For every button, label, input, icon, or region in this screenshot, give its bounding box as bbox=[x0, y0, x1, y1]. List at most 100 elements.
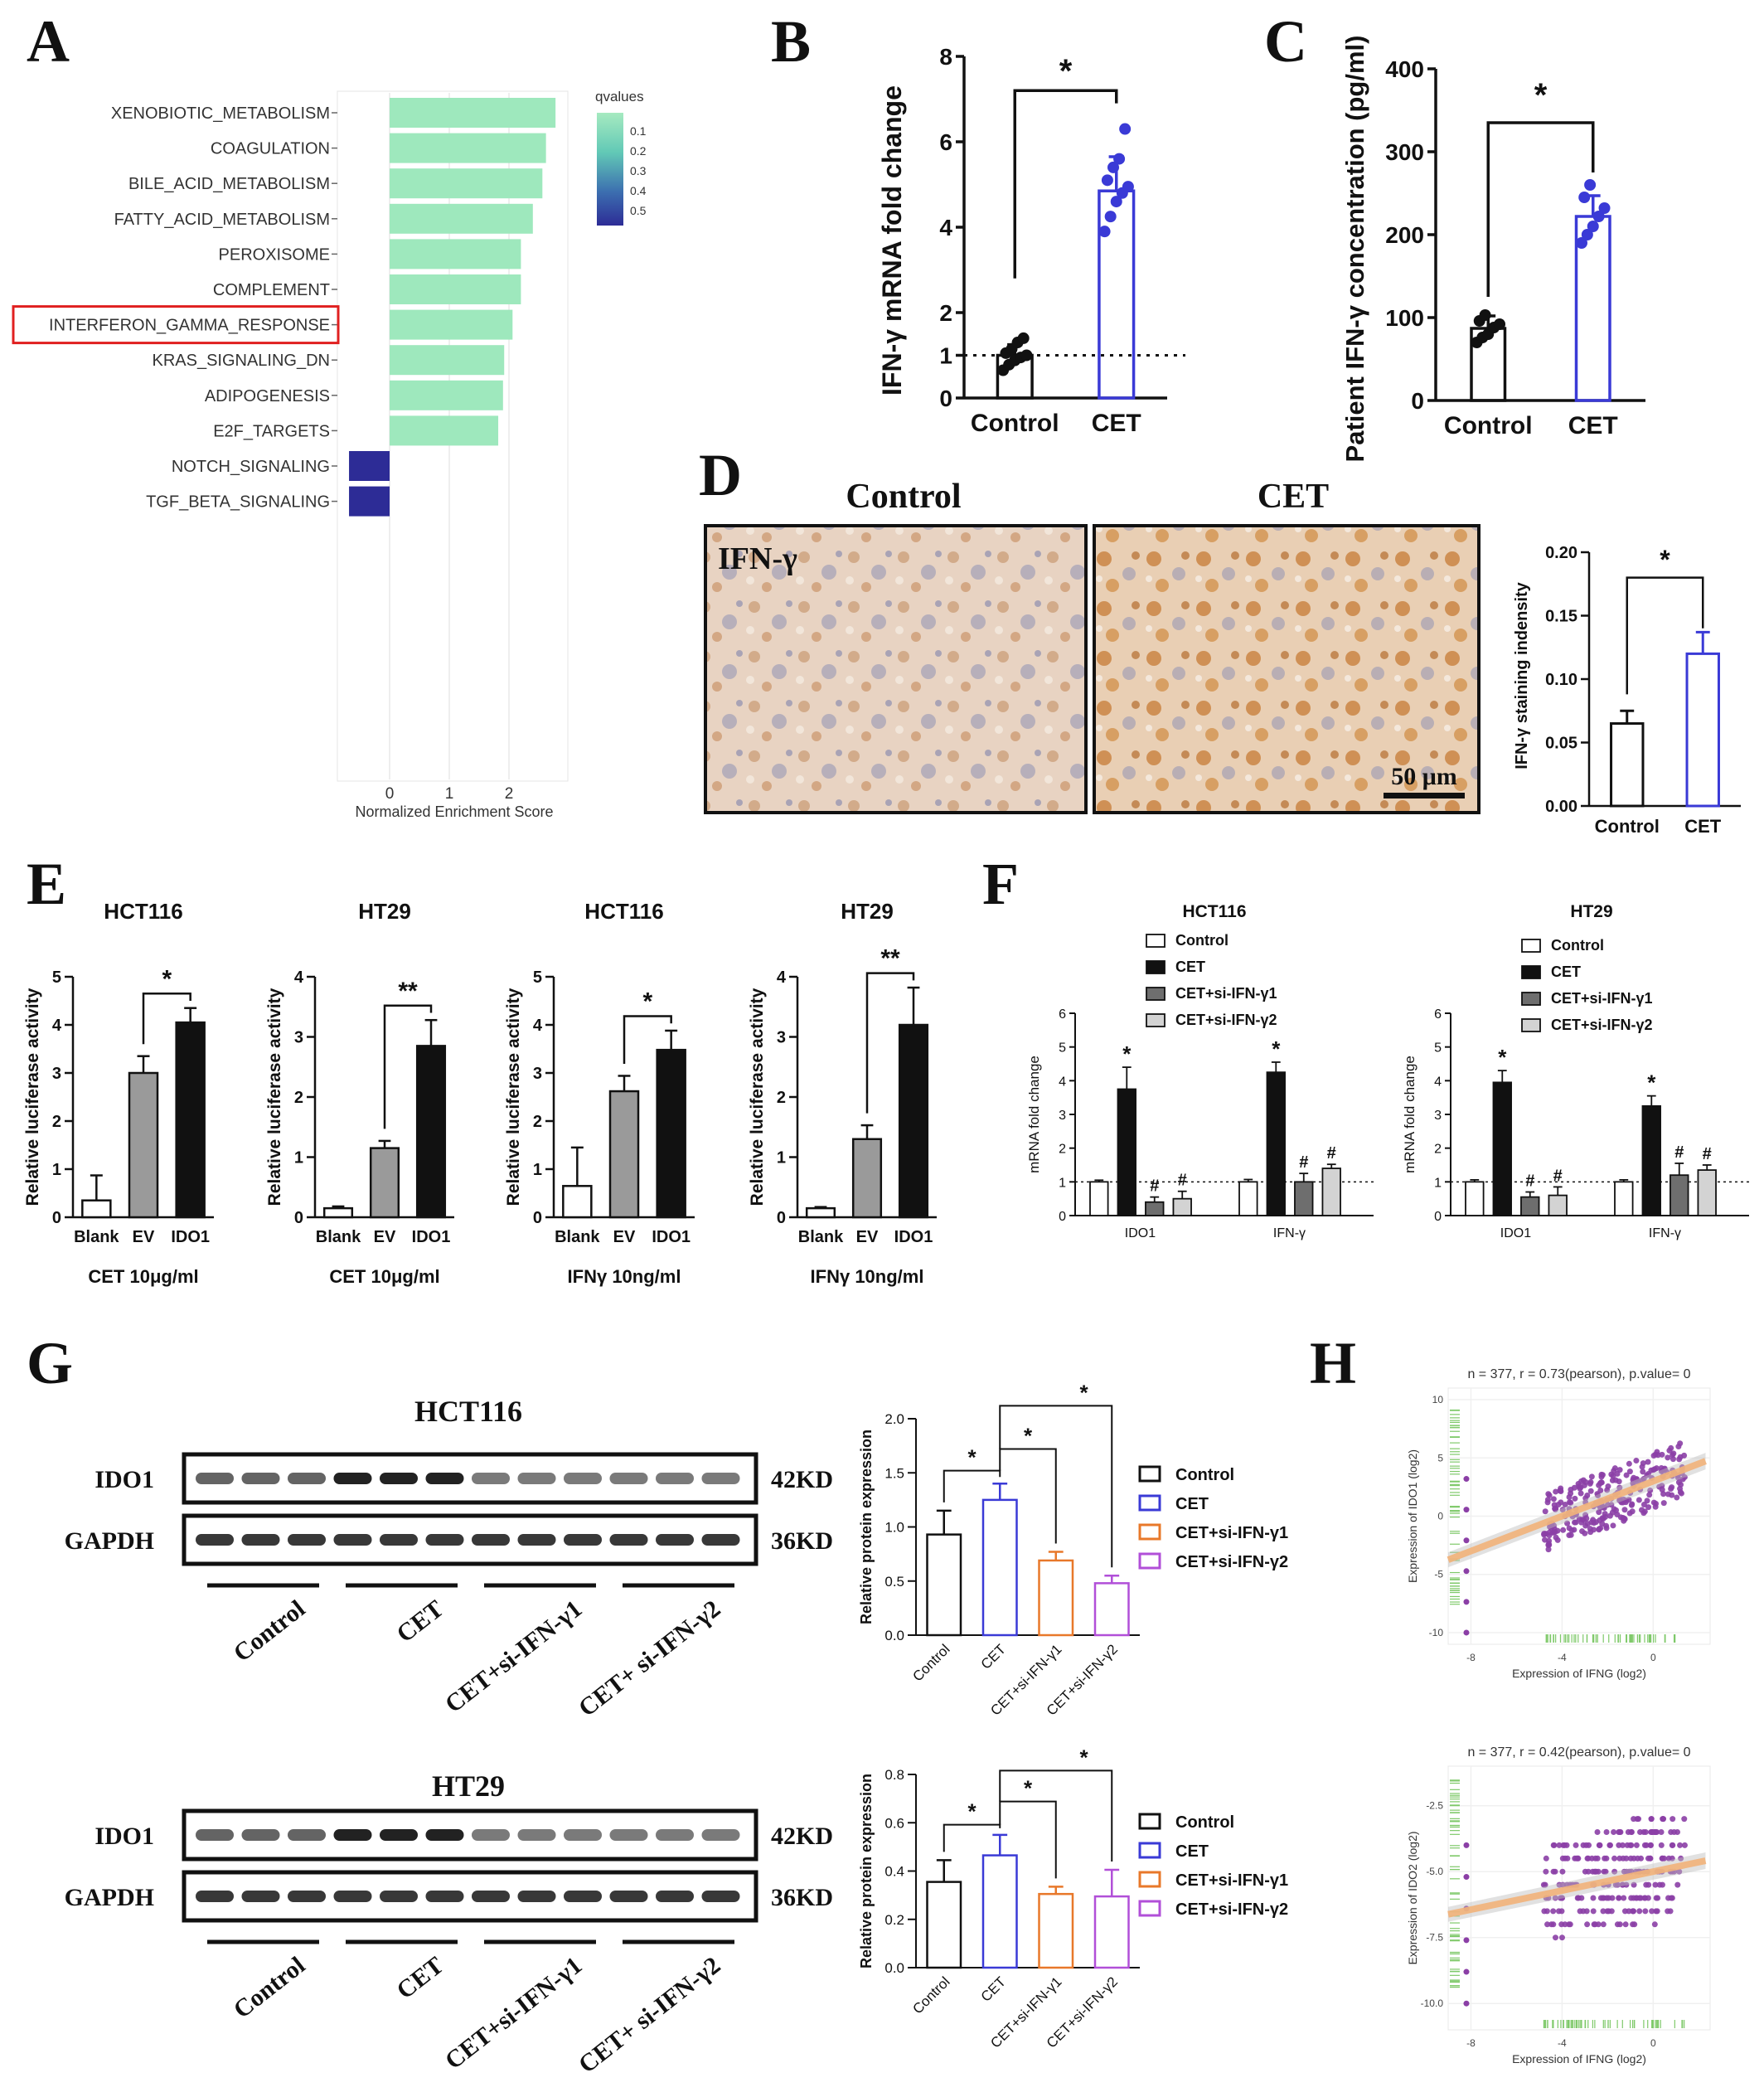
data-point bbox=[1562, 1502, 1568, 1508]
y-tick-label: 1 bbox=[777, 1149, 786, 1167]
data-point bbox=[1578, 1895, 1585, 1901]
data-point bbox=[1656, 1483, 1663, 1490]
legend-swatch bbox=[1521, 965, 1541, 979]
y-tick-label: 400 bbox=[1385, 56, 1424, 82]
data-point bbox=[1104, 211, 1117, 223]
qvalues-legend-tick: 0.3 bbox=[630, 164, 647, 177]
data-point bbox=[1660, 1816, 1666, 1823]
data-point bbox=[1566, 1493, 1573, 1500]
bar bbox=[1238, 1181, 1258, 1216]
bar bbox=[1266, 1071, 1286, 1216]
data-point bbox=[1616, 1842, 1622, 1848]
data-point bbox=[1479, 309, 1491, 321]
blot-band bbox=[333, 1829, 372, 1841]
y-tick-label: 4 bbox=[939, 215, 952, 240]
y-tick-label: 0.20 bbox=[1545, 544, 1577, 562]
data-point bbox=[1543, 1855, 1549, 1862]
x-tick-label: Control bbox=[1595, 816, 1660, 837]
y-tick-label: 2 bbox=[533, 1113, 542, 1131]
data-point bbox=[1608, 1471, 1615, 1478]
data-point bbox=[1587, 1488, 1594, 1494]
blot-band bbox=[196, 1534, 234, 1546]
panel-g-chart-ht29: 0.0 0.2 0.4 0.6 0.8 Control CET CET+si-IFN-γ1 CE… bbox=[858, 1745, 1288, 2051]
data-point bbox=[1582, 1512, 1589, 1518]
data-point bbox=[1603, 1829, 1610, 1835]
data-point bbox=[1649, 1829, 1655, 1835]
a-x-tick: 1 bbox=[445, 785, 454, 803]
y-tick-label: 200 bbox=[1385, 222, 1424, 248]
blot-band bbox=[196, 1829, 234, 1841]
data-point bbox=[1636, 1829, 1643, 1835]
western-blot-ht29: HT29 IDO1 42KD GAPDH 36KD Control CETCET+si-IF… bbox=[65, 1769, 833, 2079]
significance-mark: * bbox=[1272, 1036, 1281, 1061]
data-point bbox=[1545, 1546, 1552, 1553]
data-point bbox=[1653, 1908, 1660, 1915]
regression-line bbox=[1447, 1458, 1707, 1563]
blot-band bbox=[333, 1534, 372, 1546]
significance-mark: * bbox=[1534, 77, 1548, 114]
y-tick-label: 2 bbox=[939, 300, 952, 326]
data-point bbox=[1668, 1486, 1674, 1492]
blot-band bbox=[701, 1891, 740, 1902]
blot-group-label: CET+ si-IFN-γ2 bbox=[574, 1595, 725, 1722]
y-axis-label: Relative luciferase activity bbox=[265, 988, 284, 1206]
blot-band bbox=[472, 1891, 510, 1902]
y-tick-label: 6 bbox=[939, 129, 952, 155]
data-point bbox=[1612, 1477, 1619, 1483]
legend-swatch bbox=[1521, 992, 1541, 1006]
data-point bbox=[1584, 1921, 1591, 1928]
significance-mark: * bbox=[1079, 1380, 1088, 1405]
blot-band bbox=[564, 1829, 602, 1841]
bar bbox=[1685, 652, 1720, 808]
y-tick-label: 3 bbox=[1059, 1109, 1066, 1123]
bar bbox=[1098, 189, 1136, 400]
panel-e-chart-1: 0 1 2 3 4 5 Blank EV IDO1 * HCT116 CET 10μg/ml Relat… bbox=[23, 899, 214, 1287]
data-point bbox=[1635, 1816, 1641, 1823]
data-point bbox=[1604, 1502, 1611, 1508]
data-point bbox=[1631, 1895, 1637, 1901]
data-point bbox=[1585, 1855, 1592, 1862]
scale-bar-label: 50 μm bbox=[1391, 763, 1457, 790]
data-point bbox=[1101, 174, 1113, 187]
a-category-label: NOTCH_SIGNALING bbox=[172, 458, 330, 476]
blot-band bbox=[288, 1473, 326, 1484]
b-y-axis-label: IFN-γ mRNA fold change bbox=[877, 85, 907, 396]
y-tick-label: 0 bbox=[1411, 388, 1424, 414]
y-axis-label: Relative protein expression bbox=[858, 1430, 875, 1624]
y-tick-label: 2.0 bbox=[884, 1411, 904, 1427]
data-point bbox=[1650, 1453, 1657, 1459]
data-point bbox=[1568, 1486, 1574, 1493]
data-point bbox=[1587, 1480, 1593, 1487]
y-tick-label: 0.0 bbox=[884, 1628, 904, 1643]
blot-size-label: 36KD bbox=[771, 1884, 833, 1911]
data-point bbox=[1626, 1468, 1633, 1475]
data-point bbox=[1645, 1459, 1651, 1465]
data-point bbox=[1596, 1509, 1602, 1516]
data-point bbox=[1578, 1519, 1585, 1526]
blot-band bbox=[564, 1473, 602, 1484]
y-tick-label: -2.5 bbox=[1426, 1800, 1443, 1812]
y-tick-label: 3 bbox=[533, 1065, 542, 1083]
legend-swatch bbox=[1138, 1494, 1161, 1512]
blot-band bbox=[609, 1534, 648, 1546]
data-point bbox=[1588, 1473, 1595, 1480]
data-point bbox=[1677, 1488, 1684, 1495]
significance-mark: * bbox=[967, 1799, 976, 1824]
data-point bbox=[1572, 1495, 1578, 1502]
data-point bbox=[1674, 1474, 1681, 1481]
qvalues-legend-tick: 0.4 bbox=[630, 184, 647, 197]
blot-band bbox=[333, 1891, 372, 1902]
legend-label: CET+si-IFN-γ2 bbox=[1175, 1553, 1288, 1571]
data-point bbox=[1463, 1968, 1470, 1975]
blot-band bbox=[380, 1891, 418, 1902]
data-point bbox=[1642, 1908, 1649, 1915]
y-tick-label: 1.0 bbox=[884, 1520, 904, 1536]
data-point bbox=[1670, 1842, 1676, 1848]
bar bbox=[415, 1045, 447, 1219]
data-point bbox=[1600, 1895, 1606, 1901]
legend-label: CET bbox=[1175, 1495, 1209, 1513]
significance-mark: ** bbox=[880, 945, 900, 973]
data-point bbox=[1605, 1483, 1611, 1490]
significance-bracket bbox=[999, 1769, 1113, 1862]
y-tick-label: 0 bbox=[1059, 1210, 1066, 1224]
